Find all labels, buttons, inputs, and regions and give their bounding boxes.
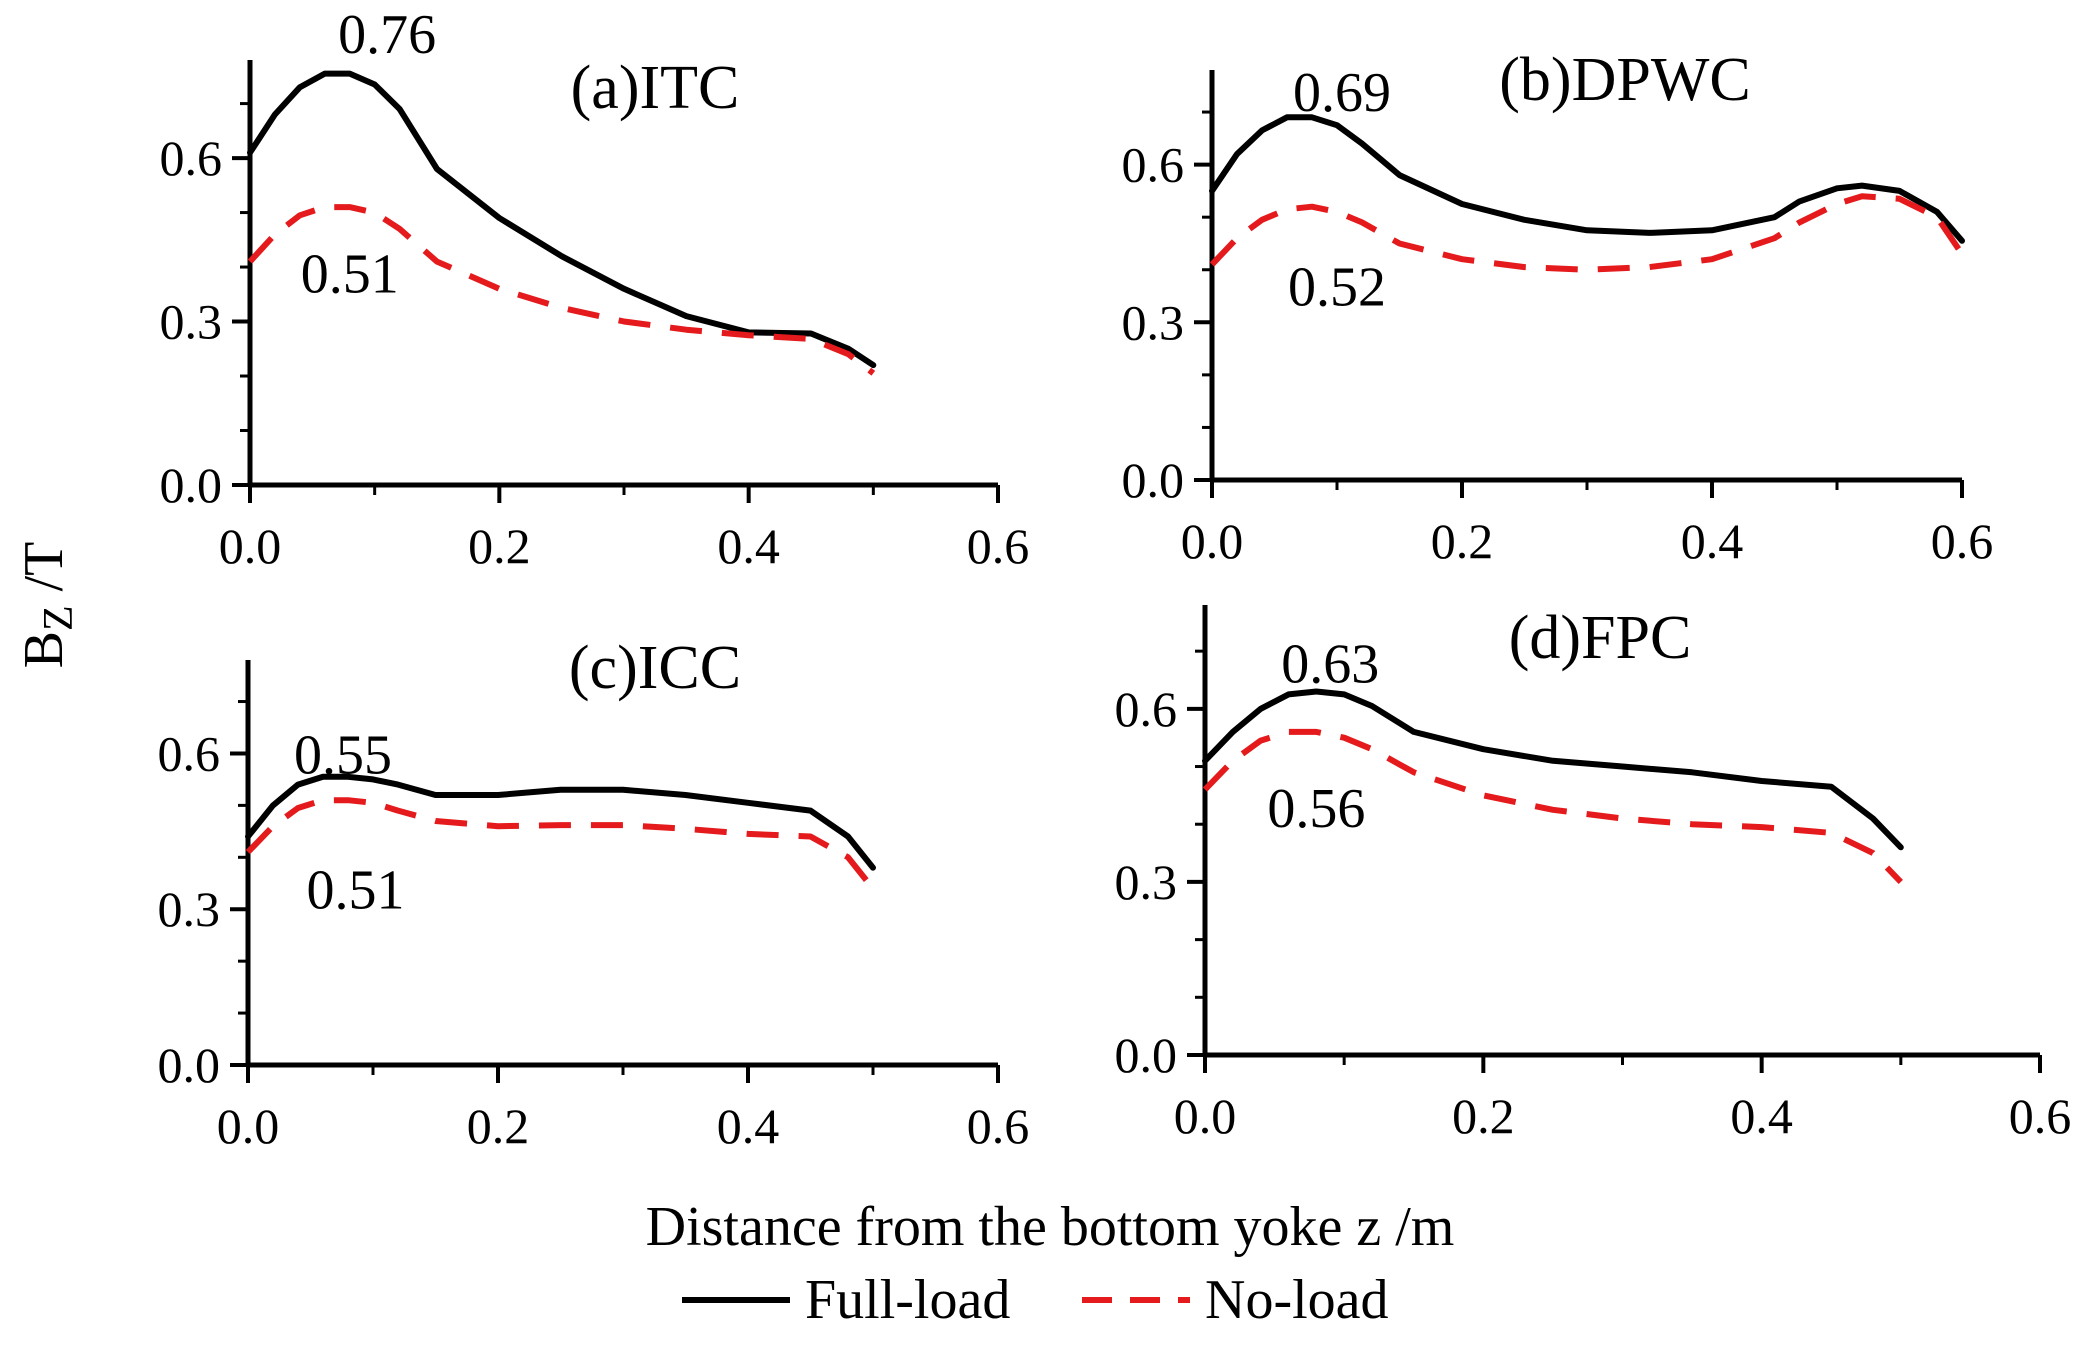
y-axis-title-sub: Z [36,605,82,631]
panel-c: 0.0 0.2 0.4 0.6 0.0 0.3 0.6 (c)ICC 0.55 0.51 [158,634,1030,1154]
panel-d-annotation-full-load: 0.63 [1281,634,1379,696]
panel-a-series-no-load [247,204,876,376]
panel-b-y-tick-label: 0.6 [1122,137,1185,193]
panel-b-annotation-full-load: 0.69 [1293,62,1391,124]
legend-full-load-label: Full-load [805,1269,1010,1331]
panel-d-x-tick-label: 0.4 [1730,1088,1793,1144]
y-axis-title: BZ /T [13,542,82,669]
panel-d-title: (d)FPC [1509,604,1692,672]
panel-d-x-tick-label: 0.0 [1174,1088,1237,1144]
panel-b-y-tick-label: 0.3 [1122,294,1185,350]
panel-a-x-tick-label: 0.0 [219,518,282,574]
panel-b-x-tick-label: 0.6 [1931,513,1994,569]
panel-b-title: (b)DPWC [1499,46,1750,114]
panel-c-series-no-load [245,797,876,891]
panel-a-title: (a)ITC [571,54,740,122]
legend: Full-load No-load [682,1269,1389,1331]
panel-b-x-tick-label: 0.0 [1181,513,1244,569]
panel-c-x-tick-label: 0.4 [717,1098,780,1154]
panel-d-x-tick-label: 0.2 [1452,1088,1515,1144]
panel-c-annotation-no-load: 0.51 [307,859,405,921]
panel-c-x-tick-label: 0.2 [467,1098,530,1154]
panel-a: 0.0 0.2 0.4 0.6 0.0 0.3 0.6 (a)ITC 0.76 0.51 [160,4,1030,574]
panel-d-series-no-load [1202,728,1903,884]
panel-a-y-tick-label: 0.3 [160,294,223,350]
panel-a-y-tick-label: 0.6 [160,130,223,186]
panel-b-series-no-load [1209,193,1965,273]
panel-b: 0.0 0.2 0.4 0.6 0.0 0.3 0.6 (b)DPWC 0.69 0.52 [1122,46,1994,569]
panel-a-series-full-load [247,70,877,369]
panel-b-x-tick-label: 0.4 [1681,513,1744,569]
panel-b-y-tick-label: 0.0 [1122,452,1185,508]
panel-a-x-tick-label: 0.4 [717,518,780,574]
panel-d-y-tick-label: 0.3 [1115,854,1178,910]
panel-c-title: (c)ICC [569,634,741,702]
panel-d-x-tick-label: 0.6 [2009,1088,2072,1144]
y-axis-title-main: B [13,631,75,668]
panel-c-y-tick-label: 0.0 [158,1037,221,1093]
panel-b-series-full-load [1209,114,1965,244]
y-axis-title-unit: /T [13,542,75,606]
panel-c-x-tick-label: 0.6 [967,1098,1030,1154]
panel-d-series-full-load [1202,688,1904,851]
legend-no-load-label: No-load [1205,1269,1389,1331]
panel-a-x-tick-label: 0.6 [967,518,1030,574]
panel-d: 0.0 0.2 0.4 0.6 0.0 0.3 0.6 (d)FPC 0.63 0.56 [1115,604,2072,1144]
panel-c-series-full-load [245,773,876,871]
panel-a-x-tick-label: 0.2 [468,518,531,574]
panel-a-y-tick-label: 0.0 [160,457,223,513]
panel-a-annotation-full-load: 0.76 [338,4,436,66]
panel-c-x-tick-label: 0.0 [217,1098,280,1154]
x-axis-title: Distance from the bottom yoke z /m [646,1196,1455,1258]
panel-c-annotation-full-load: 0.55 [294,724,392,786]
panel-d-y-tick-label: 0.0 [1115,1027,1178,1083]
panel-c-y-tick-label: 0.3 [158,881,221,937]
panel-b-x-tick-label: 0.2 [1431,513,1494,569]
panel-d-y-tick-label: 0.6 [1115,681,1178,737]
panel-d-annotation-no-load: 0.56 [1267,778,1365,840]
panel-c-y-tick-label: 0.6 [158,725,221,781]
panel-a-annotation-no-load: 0.51 [301,244,399,306]
panel-b-annotation-no-load: 0.52 [1288,257,1386,319]
